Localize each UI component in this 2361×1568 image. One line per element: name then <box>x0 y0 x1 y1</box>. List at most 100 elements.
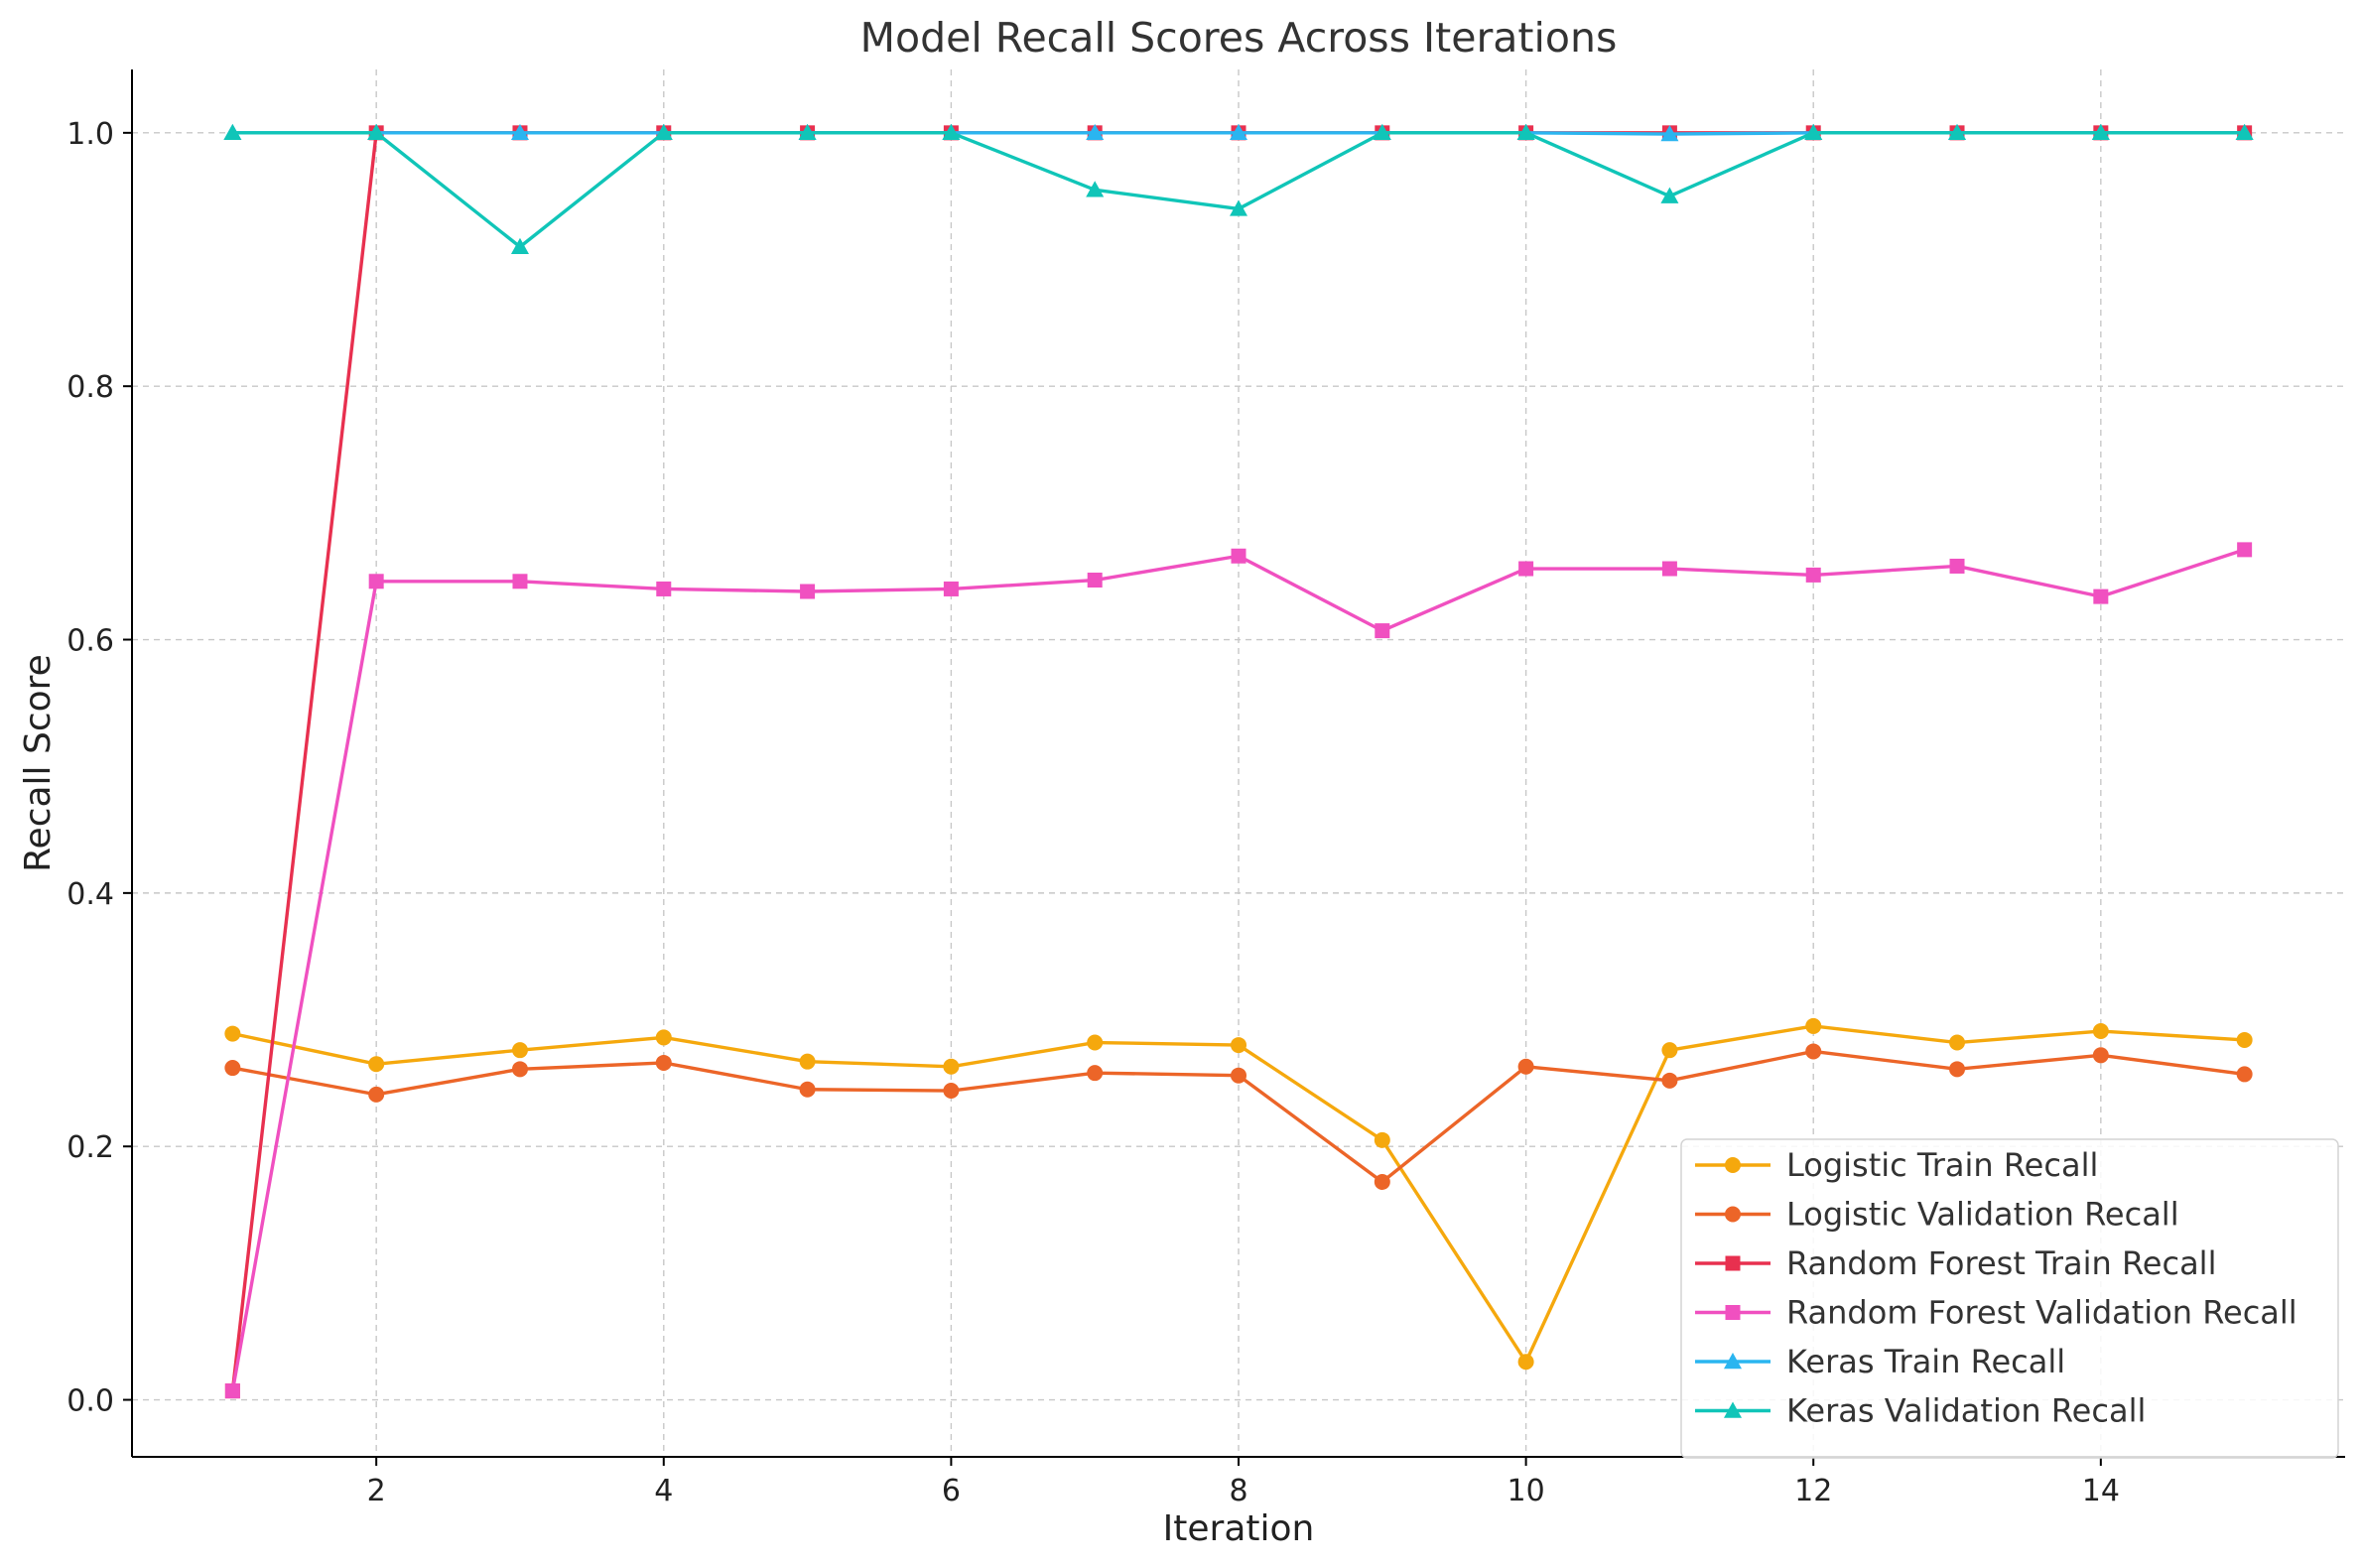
tick-labels: 2 4 6 8 10 12 14 0.0 0.2 0.4 0.6 0.8 1.0 <box>66 117 2120 1508</box>
data-point <box>1086 123 1105 141</box>
data-point <box>1231 1037 1246 1054</box>
data-point <box>1518 561 1534 577</box>
x-tick-label: 10 <box>1508 1474 1545 1508</box>
x-tick-label: 6 <box>942 1474 961 1508</box>
data-point <box>1517 1354 1534 1371</box>
data-point <box>2236 1066 2253 1083</box>
data-point <box>368 1056 385 1073</box>
data-point <box>224 1060 241 1077</box>
data-point <box>1517 1058 1534 1075</box>
data-point <box>655 1054 672 1071</box>
data-point <box>224 1025 241 1042</box>
plot-area <box>223 123 2254 1399</box>
data-point <box>1804 123 1823 141</box>
data-point <box>1661 1042 1678 1059</box>
legend-marker <box>1725 1305 1741 1320</box>
data-point <box>510 123 529 141</box>
data-point <box>1231 548 1246 564</box>
data-point <box>368 574 384 589</box>
series-logistic-train-recall <box>224 1017 2253 1371</box>
legend-marker <box>1725 1206 1741 1223</box>
legend-item: Random Forest Validation Recall <box>1695 1294 2297 1332</box>
data-point <box>224 1383 240 1399</box>
x-axis-label: Iteration <box>1163 1508 1315 1549</box>
y-tick-label: 0.0 <box>66 1384 114 1419</box>
legend-item: Logistic Train Recall <box>1695 1146 2098 1184</box>
legend-marker <box>1725 1157 1741 1173</box>
data-point <box>1516 123 1535 141</box>
data-point <box>655 1029 672 1046</box>
data-point <box>2092 1023 2109 1040</box>
data-point <box>367 123 386 141</box>
legend-item: Random Forest Train Recall <box>1695 1244 2216 1282</box>
data-point <box>2237 542 2253 558</box>
x-tick-label: 4 <box>654 1474 673 1508</box>
data-point <box>799 1053 816 1070</box>
data-point <box>2093 588 2109 604</box>
data-point <box>1660 187 1679 203</box>
legend-item: Logistic Validation Recall <box>1695 1196 2179 1234</box>
data-point <box>1373 123 1391 141</box>
data-point <box>2235 123 2254 141</box>
chart-title: Model Recall Scores Across Iterations <box>860 14 1618 62</box>
data-point <box>1230 199 1247 216</box>
data-point <box>1087 1034 1104 1051</box>
legend-marker <box>1725 1255 1741 1271</box>
data-point <box>1087 1065 1104 1082</box>
data-point <box>2236 1031 2253 1048</box>
legend-label: Random Forest Train Recall <box>1786 1244 2216 1282</box>
y-tick-label: 0.2 <box>66 1130 114 1165</box>
legend-item: Keras Validation Recall <box>1695 1392 2146 1430</box>
data-point <box>1660 125 1679 142</box>
data-point <box>1949 558 1965 574</box>
data-point <box>1948 123 1967 141</box>
data-point <box>1949 1061 1966 1078</box>
x-tick-label: 2 <box>367 1474 386 1508</box>
data-point <box>512 574 528 589</box>
data-point <box>1374 1173 1390 1190</box>
y-tick-label: 0.6 <box>66 624 114 659</box>
data-point <box>1086 181 1105 197</box>
data-point <box>799 1081 816 1098</box>
data-point <box>1231 1067 1246 1084</box>
series-random-forest-validation-recall <box>224 542 2253 1399</box>
x-tick-label: 12 <box>1794 1474 1832 1508</box>
legend-marker <box>1724 1353 1742 1370</box>
series-keras-validation-recall <box>223 123 2254 254</box>
y-tick-label: 1.0 <box>66 117 114 152</box>
data-point <box>511 1042 528 1059</box>
data-point <box>1805 567 1821 583</box>
data-point <box>798 123 817 141</box>
data-point <box>1805 1043 1822 1060</box>
legend-label: Logistic Validation Recall <box>1786 1196 2179 1234</box>
y-tick-label: 0.8 <box>66 370 114 405</box>
data-point <box>1949 1034 1966 1051</box>
data-point <box>1805 1017 1822 1034</box>
data-point <box>2091 123 2110 141</box>
data-point <box>223 123 242 141</box>
series-logistic-validation-recall <box>224 1043 2253 1190</box>
data-point <box>1374 1131 1390 1148</box>
y-axis-label: Recall Score <box>18 654 59 872</box>
data-point <box>654 123 673 141</box>
data-point <box>368 1086 385 1103</box>
legend: Logistic Train Recall Logistic Validation… <box>1680 1138 2339 1459</box>
legend-label: Keras Train Recall <box>1786 1343 2065 1380</box>
y-tick-label: 0.4 <box>66 877 114 912</box>
data-point <box>943 1058 960 1075</box>
data-point <box>2092 1047 2109 1064</box>
data-point <box>511 1061 528 1078</box>
data-point <box>1661 1072 1678 1089</box>
legend-label: Keras Validation Recall <box>1786 1392 2146 1430</box>
data-point <box>943 1083 960 1100</box>
data-point <box>1230 123 1247 141</box>
data-point <box>510 237 529 254</box>
data-point <box>943 581 959 596</box>
legend-item: Keras Train Recall <box>1695 1343 2065 1380</box>
legend-label: Logistic Train Recall <box>1786 1146 2098 1184</box>
data-point <box>800 584 816 599</box>
data-point <box>1375 623 1390 639</box>
x-tick-label: 8 <box>1229 1474 1247 1508</box>
